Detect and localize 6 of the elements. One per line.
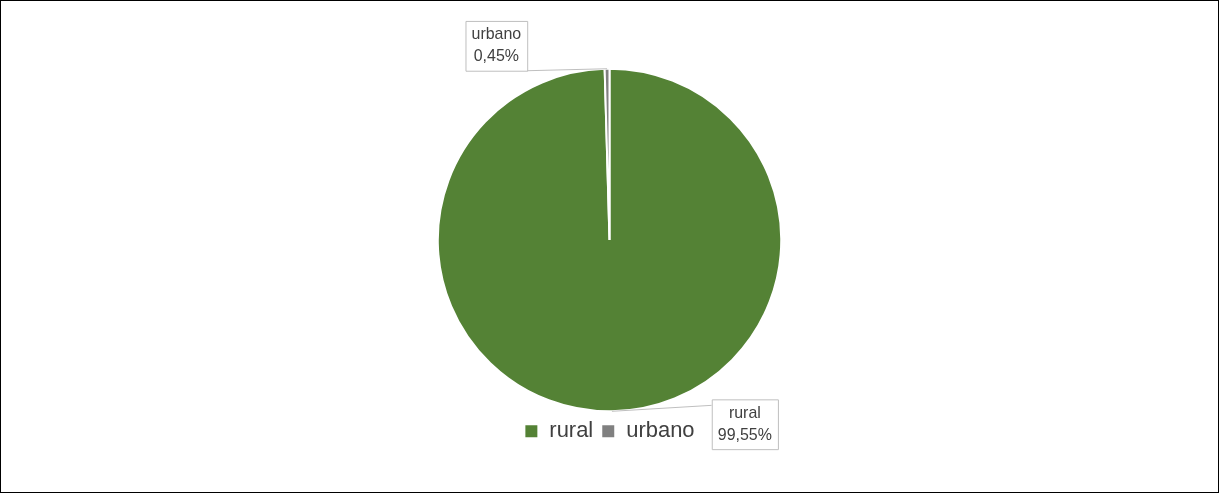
data-label: 99,55% — [717, 425, 772, 443]
slice-label: urbano — [471, 25, 522, 43]
legend-label: rural — [549, 417, 594, 443]
slice-label: rural — [728, 403, 761, 421]
data-label: 0,45% — [473, 47, 519, 65]
legend-label: urbano — [626, 417, 695, 443]
